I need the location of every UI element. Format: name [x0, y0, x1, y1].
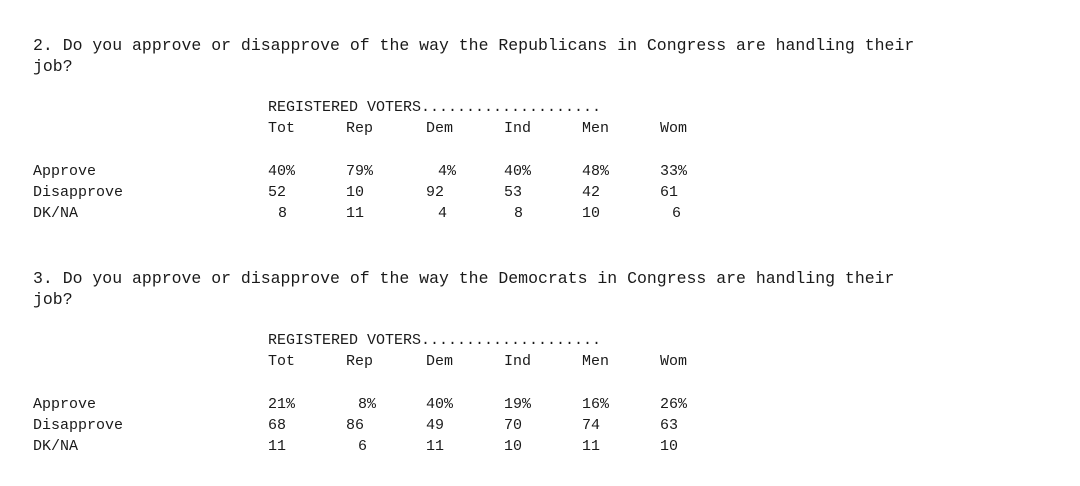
- table-cell: 4%: [438, 163, 457, 180]
- row-label-dk-na: DK/NA: [33, 205, 79, 222]
- banner-registered-voters: REGISTERED VOTERS....................: [268, 99, 602, 116]
- column-header-tot: Tot: [268, 353, 296, 370]
- table-cell: 70: [504, 417, 523, 434]
- column-header-dem: Dem: [426, 353, 454, 370]
- table-cell: 42: [582, 184, 601, 201]
- table-cell: 68: [268, 417, 287, 434]
- column-header-rep: Rep: [346, 353, 374, 370]
- column-header-dem: Dem: [426, 120, 454, 137]
- table-cell: 52: [268, 184, 287, 201]
- table-cell: 33%: [660, 163, 688, 180]
- table-cell: 8: [278, 205, 288, 222]
- row-label-approve: Approve: [33, 396, 97, 413]
- column-header-wom: Wom: [660, 353, 688, 370]
- table-cell: 40%: [426, 396, 454, 413]
- column-header-men: Men: [582, 353, 610, 370]
- table-cell: 11: [426, 438, 445, 455]
- column-header-men: Men: [582, 120, 610, 137]
- table-cell: 16%: [582, 396, 610, 413]
- row-label-disapprove: Disapprove: [33, 184, 124, 201]
- table-cell: 48%: [582, 163, 610, 180]
- question-3-text: 3. Do you approve or disapprove of the w…: [33, 269, 895, 309]
- table-cell: 6: [358, 438, 368, 455]
- table-cell: 8%: [358, 396, 377, 413]
- column-header-wom: Wom: [660, 120, 688, 137]
- column-header-rep: Rep: [346, 120, 374, 137]
- table-cell: 10: [504, 438, 523, 455]
- table-cell: 6: [672, 205, 682, 222]
- table-cell: 61: [660, 184, 679, 201]
- column-header-ind: Ind: [504, 353, 532, 370]
- row-label-approve: Approve: [33, 163, 97, 180]
- table-cell: 79%: [346, 163, 374, 180]
- table-cell: 40%: [268, 163, 296, 180]
- column-header-tot: Tot: [268, 120, 296, 137]
- banner-registered-voters: REGISTERED VOTERS....................: [268, 332, 602, 349]
- table-cell: 40%: [504, 163, 532, 180]
- table-cell: 74: [582, 417, 601, 434]
- column-header-ind: Ind: [504, 120, 532, 137]
- row-label-dk-na: DK/NA: [33, 438, 79, 455]
- table-cell: 4: [438, 205, 448, 222]
- table-cell: 11: [268, 438, 287, 455]
- row-label-disapprove: Disapprove: [33, 417, 124, 434]
- table-cell: 26%: [660, 396, 688, 413]
- table-cell: 92: [426, 184, 445, 201]
- table-cell: 49: [426, 417, 445, 434]
- question-2-text: 2. Do you approve or disapprove of the w…: [33, 36, 915, 76]
- table-cell: 11: [582, 438, 601, 455]
- table-cell: 19%: [504, 396, 532, 413]
- table-cell: 8: [514, 205, 524, 222]
- table-cell: 53: [504, 184, 523, 201]
- table-cell: 11: [346, 205, 365, 222]
- table-cell: 10: [582, 205, 601, 222]
- table-cell: 86: [346, 417, 365, 434]
- table-cell: 10: [660, 438, 679, 455]
- table-cell: 63: [660, 417, 679, 434]
- table-cell: 10: [346, 184, 365, 201]
- table-cell: 21%: [268, 396, 296, 413]
